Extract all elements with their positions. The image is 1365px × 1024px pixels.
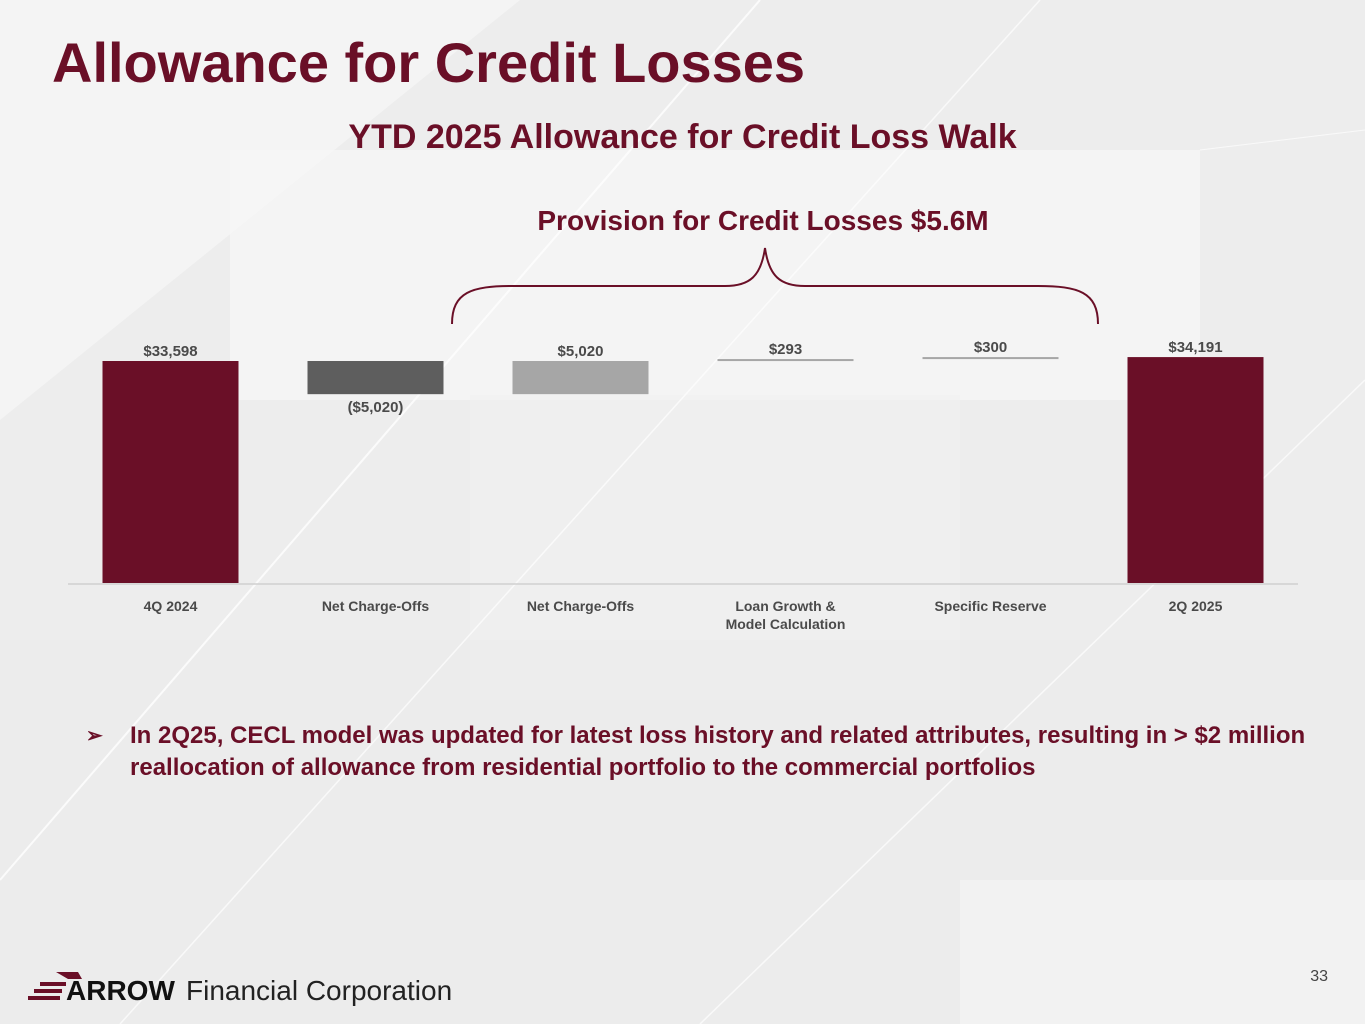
bar-5 — [922, 357, 1059, 360]
data-label: $33,598 — [143, 343, 197, 360]
data-label: ($5,020) — [348, 399, 404, 416]
bar-3 — [512, 361, 649, 395]
data-label: $293 — [769, 341, 802, 358]
bar-6 — [1127, 357, 1264, 583]
logo-brand: ARROW — [66, 975, 175, 1006]
chart-title: YTD 2025 Allowance for Credit Loss Walk — [348, 118, 1017, 156]
arrow-swoosh-icon — [28, 972, 82, 1000]
page-number: 33 — [1310, 968, 1328, 985]
tick-label: Specific Reserve — [934, 598, 1046, 614]
tick-label: Loan Growth & — [735, 598, 835, 614]
tick-label: Model Calculation — [726, 616, 846, 632]
bar-4 — [717, 359, 854, 362]
data-label: $5,020 — [558, 343, 604, 360]
data-label: $300 — [974, 339, 1007, 356]
bar-1 — [102, 361, 239, 583]
bullet-point: ➢ In 2Q25, CECL model was updated for la… — [86, 720, 1306, 784]
arrow-logo: ARROW Financial Corporation — [28, 972, 452, 1006]
bar-2 — [307, 361, 444, 395]
arrowhead-bullet-icon: ➢ — [86, 725, 103, 747]
bracket-annotation: Provision for Credit Losses $5.6M — [537, 205, 988, 236]
waterfall-chart: $33,598 4Q 2024 ($5,020) Net Charge-Offs $5,… — [68, 205, 1298, 632]
bullet-text: In 2Q25, CECL model was updated for late… — [130, 722, 1306, 781]
tick-label: 2Q 2025 — [1169, 598, 1223, 614]
page-title: Allowance for Credit Losses — [52, 31, 806, 94]
tick-label: Net Charge-Offs — [527, 598, 635, 614]
tick-label: 4Q 2024 — [144, 598, 198, 614]
provision-bracket — [451, 247, 1099, 325]
tick-label: Net Charge-Offs — [322, 598, 430, 614]
data-label: $34,191 — [1168, 339, 1222, 356]
logo-text: Financial Corporation — [186, 975, 452, 1006]
